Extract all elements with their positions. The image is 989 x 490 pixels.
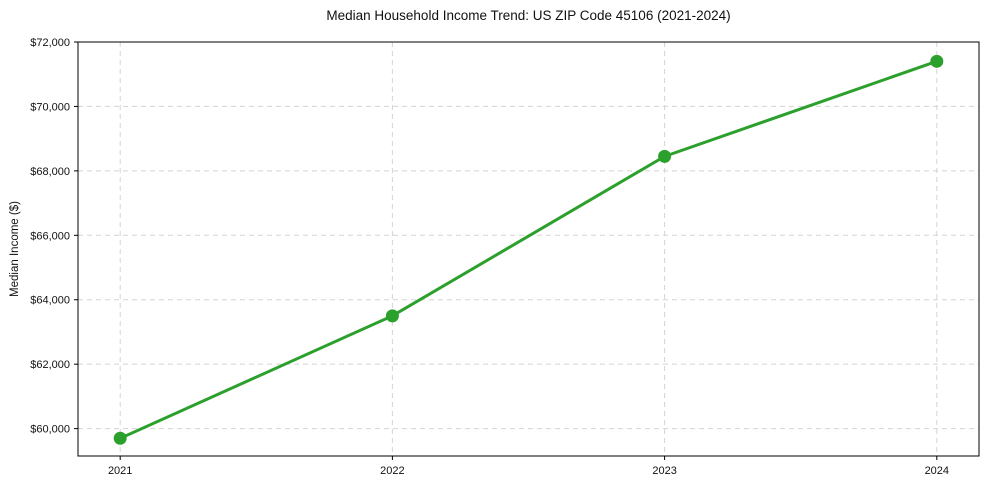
data-point-marker xyxy=(658,149,672,163)
data-point-marker xyxy=(930,54,944,68)
x-tick-label: 2023 xyxy=(652,465,676,477)
y-tick-label: $62,000 xyxy=(30,359,70,371)
x-tick-label: 2021 xyxy=(108,465,132,477)
y-tick-label: $70,000 xyxy=(30,101,70,113)
chart-title: Median Household Income Trend: US ZIP Co… xyxy=(326,8,731,23)
y-tick-label: $60,000 xyxy=(30,424,70,436)
y-axis-label: Median Income ($) xyxy=(9,201,21,297)
data-point-marker xyxy=(385,309,399,323)
x-tick-label: 2022 xyxy=(380,465,404,477)
y-tick-label: $66,000 xyxy=(30,230,70,242)
y-tick-label: $68,000 xyxy=(30,166,70,178)
income-trend-line xyxy=(118,59,939,440)
data-point-marker xyxy=(113,431,127,445)
axes-spines xyxy=(77,41,980,457)
x-tick-label: 2024 xyxy=(925,465,949,477)
y-tick-label: $64,000 xyxy=(30,295,70,307)
y-tick-label: $72,000 xyxy=(30,37,70,49)
